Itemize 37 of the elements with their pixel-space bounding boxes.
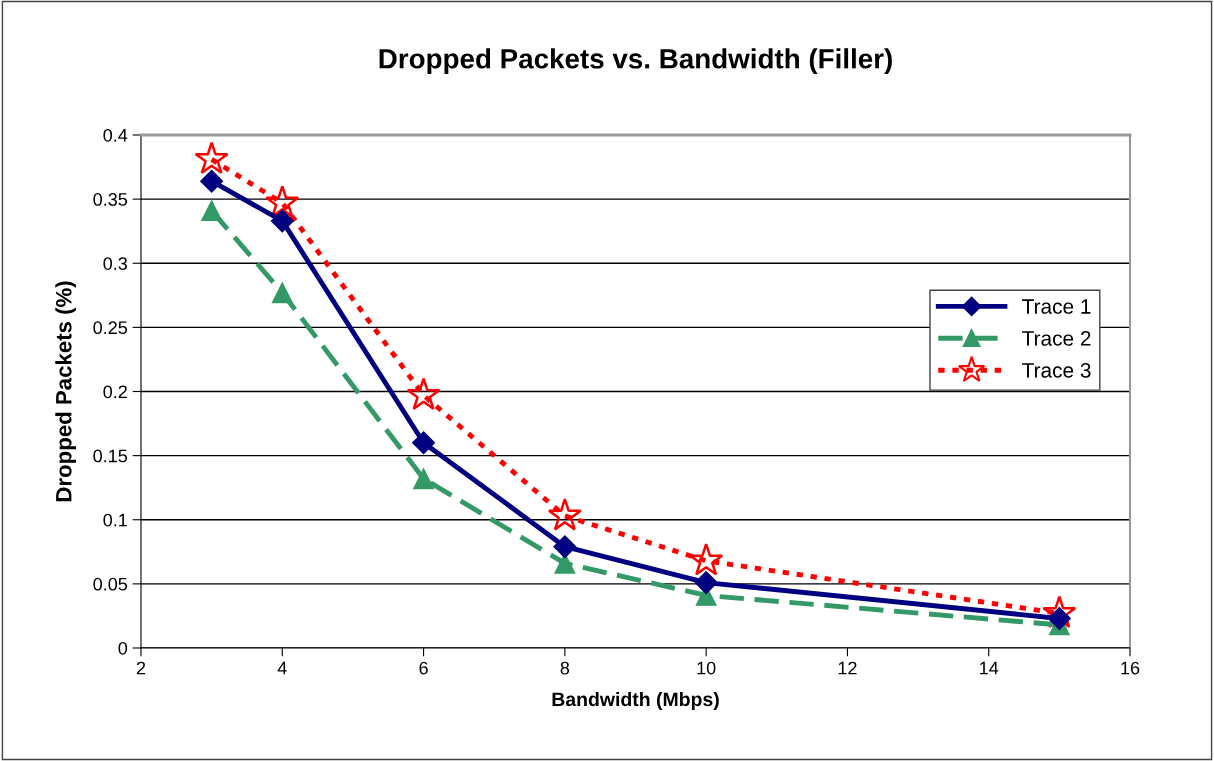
y-tick-label: 0.15 (93, 449, 128, 463)
x-tick-label: 6 (419, 661, 428, 675)
y-tick-label: 0.35 (93, 193, 128, 206)
point (200, 169, 224, 193)
y-tick-label: 0.3 (103, 257, 128, 270)
chart-title: Dropped Packets vs. Bandwidth (Filler) (379, 48, 892, 75)
legend-label: Trace 1 (1022, 299, 1091, 314)
point (553, 535, 577, 559)
x-tick-label: 8 (560, 661, 570, 675)
point (406, 377, 441, 411)
point (694, 571, 718, 595)
y-tick-label: 0 (118, 641, 128, 655)
x-tick-label: 12 (838, 661, 857, 675)
point (413, 468, 434, 490)
x-tick-label: 2 (136, 661, 146, 675)
y-tick-label: 0.25 (93, 321, 128, 335)
legend-label: Trace 2 (1022, 331, 1091, 346)
point (1042, 595, 1077, 629)
x-axis-title: Bandwidth (Mbps) (552, 691, 719, 711)
point (194, 141, 229, 175)
point (265, 185, 300, 218)
legend-label: Trace 3 (1022, 362, 1091, 378)
y-tick-label: 0.05 (93, 577, 128, 591)
x-tick-label: 4 (277, 661, 287, 675)
point (271, 282, 293, 304)
y-tick-label: 0.1 (103, 513, 127, 527)
y-tick-label: 0.4 (103, 128, 128, 142)
x-tick-label: 16 (1121, 661, 1140, 675)
x-tick-label: 10 (697, 661, 716, 675)
point (689, 542, 724, 576)
y-tick-label: 0.2 (103, 385, 127, 399)
point (412, 431, 436, 455)
point (270, 209, 294, 233)
x-tick-label: 14 (980, 661, 999, 675)
point (201, 200, 223, 222)
point (547, 497, 582, 531)
y-axis-title: Dropped Packets (%) (55, 281, 76, 502)
